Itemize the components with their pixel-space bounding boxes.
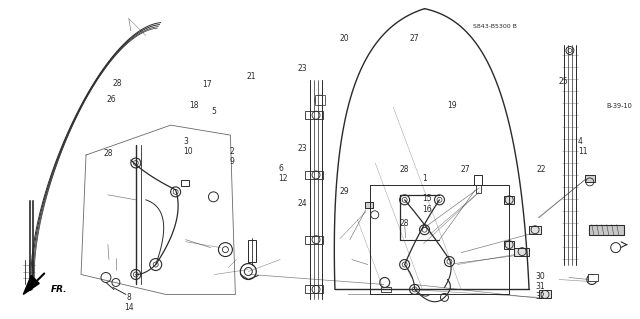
Bar — [305, 236, 323, 244]
Bar — [589, 225, 623, 235]
Text: 5: 5 — [212, 108, 216, 116]
Text: 6
12: 6 12 — [278, 164, 288, 183]
Bar — [248, 240, 256, 262]
Text: 1: 1 — [422, 174, 427, 183]
Text: 21: 21 — [247, 72, 256, 81]
Text: 3
10: 3 10 — [183, 137, 193, 157]
Text: 28: 28 — [113, 79, 122, 88]
Polygon shape — [23, 276, 39, 294]
Text: 27: 27 — [460, 165, 470, 174]
Text: 2
9: 2 9 — [229, 147, 234, 166]
Bar — [180, 180, 189, 186]
Text: 28: 28 — [103, 149, 113, 158]
Bar — [504, 241, 514, 249]
Bar — [504, 196, 514, 204]
Text: 4
11: 4 11 — [578, 137, 588, 157]
Bar — [476, 185, 481, 193]
Text: 19: 19 — [447, 101, 457, 110]
Text: 22: 22 — [537, 165, 546, 174]
Text: 29: 29 — [339, 187, 349, 196]
Text: B-39-10: B-39-10 — [607, 102, 632, 108]
Text: 15
16: 15 16 — [422, 194, 431, 214]
Text: 23: 23 — [298, 144, 307, 153]
Text: 20: 20 — [339, 34, 349, 43]
Bar — [381, 287, 390, 293]
Bar — [315, 95, 325, 105]
Bar — [539, 290, 551, 298]
Bar — [305, 111, 323, 119]
Bar — [305, 286, 323, 293]
Text: 27: 27 — [409, 34, 419, 43]
Text: 8
14: 8 14 — [124, 293, 134, 312]
Bar — [365, 202, 372, 208]
Text: 24: 24 — [298, 199, 307, 208]
Text: S843-B5300 B: S843-B5300 B — [473, 24, 517, 29]
Bar — [588, 274, 598, 281]
Bar — [305, 171, 323, 179]
Text: 23: 23 — [298, 64, 307, 73]
Text: 18: 18 — [189, 101, 199, 110]
Text: 17: 17 — [202, 80, 212, 89]
Text: FR.: FR. — [51, 285, 68, 294]
Bar — [585, 175, 595, 182]
Text: 28: 28 — [399, 219, 409, 227]
Text: 26: 26 — [106, 95, 116, 104]
Bar — [529, 226, 541, 234]
Bar — [474, 175, 483, 185]
Text: 28: 28 — [399, 165, 409, 174]
Text: 30
31
32: 30 31 32 — [535, 272, 545, 301]
Text: 25: 25 — [559, 77, 568, 86]
Bar — [514, 248, 529, 256]
